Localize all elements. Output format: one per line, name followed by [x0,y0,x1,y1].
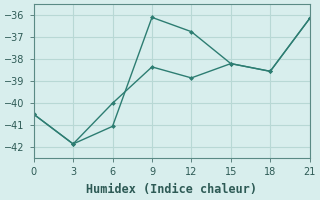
X-axis label: Humidex (Indice chaleur): Humidex (Indice chaleur) [86,183,257,196]
